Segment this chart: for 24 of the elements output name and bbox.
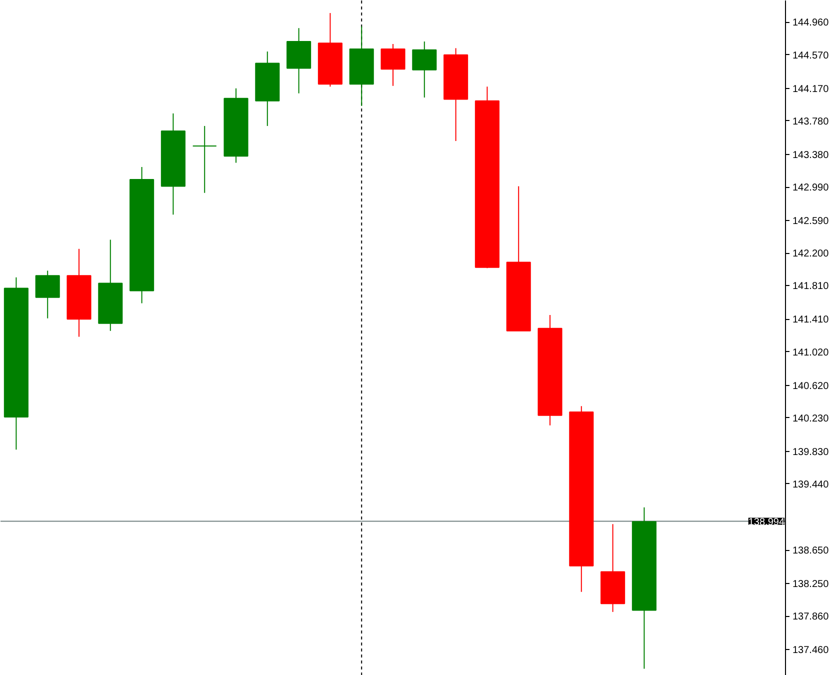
y-tick-label: 138.650: [792, 546, 830, 557]
y-tick-label: 140.620: [792, 380, 830, 392]
y-tick-label: 140.230: [792, 413, 830, 424]
candlestick: [412, 40, 437, 98]
y-tick-label: 137.860: [792, 612, 830, 623]
y-tick-label: 138.250: [792, 578, 830, 590]
y-tick-label: 143.380: [792, 150, 830, 161]
y-tick-label: 139.440: [792, 479, 830, 490]
y-tick-label: 139.830: [792, 446, 830, 458]
y-tick-label: 141.020: [792, 347, 830, 358]
candlestick: [35, 270, 60, 319]
y-tick-label: 144.170: [792, 84, 830, 95]
y-tick-label: 142.990: [792, 182, 830, 194]
candlestick: [380, 43, 406, 86]
y-tick-label: 137.460: [792, 645, 830, 656]
y-tick-label: 143.780: [792, 116, 830, 128]
y-tick-label: 142.590: [792, 216, 830, 227]
candlestick: [192, 125, 217, 194]
y-tick-label: 141.410: [792, 314, 830, 326]
ref-line-label: 138.994: [748, 516, 785, 528]
y-tick-label: 142.200: [792, 248, 830, 260]
y-tick-label: 141.810: [792, 281, 830, 292]
y-tick-label: 144.960: [792, 18, 830, 29]
y-tick-label: 144.570: [792, 50, 830, 62]
